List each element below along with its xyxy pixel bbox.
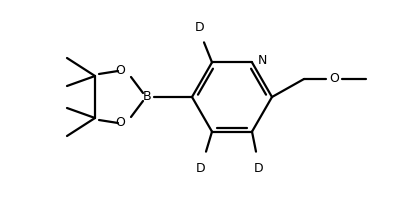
Text: D: D	[254, 162, 264, 175]
Text: N: N	[258, 54, 267, 67]
Text: O: O	[329, 72, 339, 86]
Text: D: D	[195, 21, 205, 34]
Text: D: D	[196, 162, 206, 175]
Text: O: O	[115, 116, 125, 130]
Text: B: B	[143, 91, 152, 103]
Text: O: O	[115, 64, 125, 77]
